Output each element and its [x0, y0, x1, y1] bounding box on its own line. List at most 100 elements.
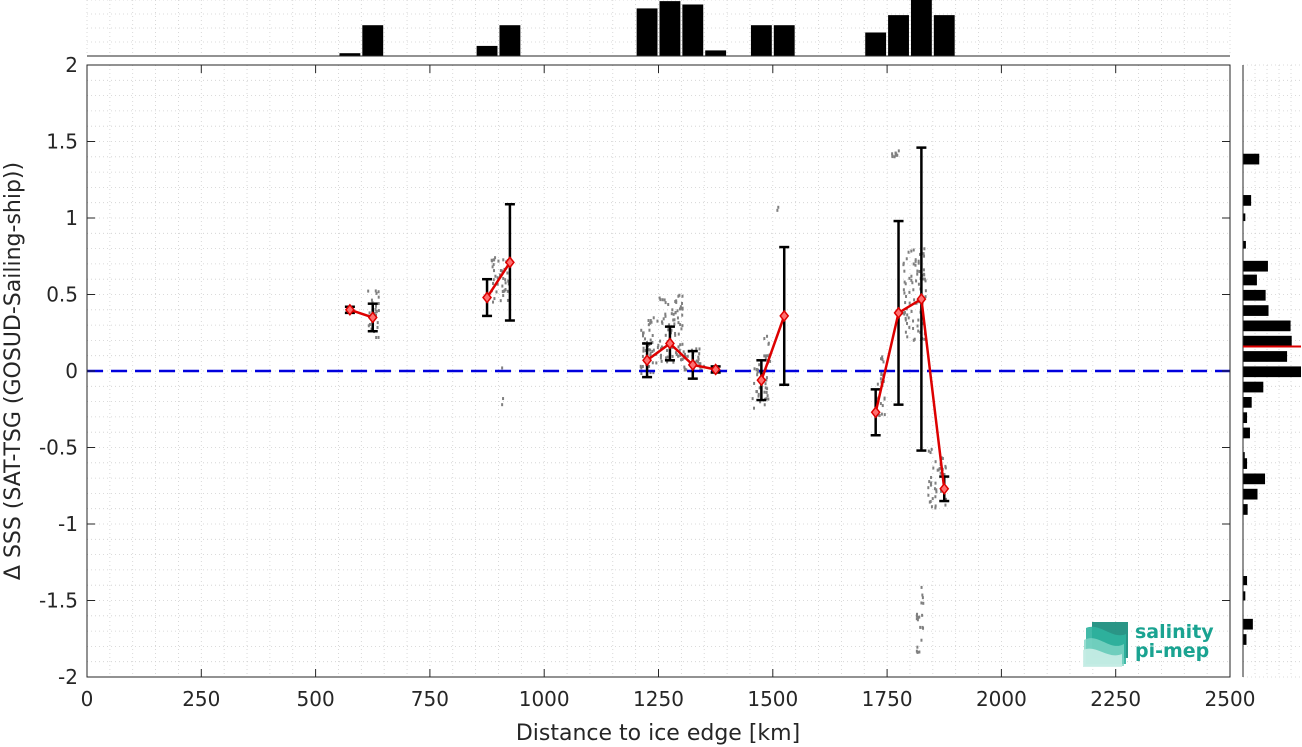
raw-point: [681, 313, 684, 317]
raw-point: [649, 353, 652, 357]
raw-point: [929, 451, 932, 455]
raw-point: [651, 361, 654, 365]
mean-line-segment: [874, 297, 946, 489]
raw-point: [903, 291, 906, 295]
raw-point: [877, 413, 880, 417]
raw-point: [642, 349, 645, 353]
main-plot: 0 250 500 750 1000 1250 1500 1750 2000 2250 2500 -…: [1, 53, 1255, 746]
raw-point: [499, 299, 502, 303]
raw-point: [766, 394, 769, 398]
right-histogram-bar: [1243, 335, 1292, 347]
raw-point: [502, 258, 505, 262]
raw-point: [914, 259, 917, 263]
mean-line-segment: [760, 315, 786, 381]
x-tick-label: 1500: [747, 687, 798, 711]
raw-point: [659, 356, 662, 360]
raw-point: [496, 276, 499, 280]
raw-point: [376, 321, 379, 325]
raw-point: [907, 316, 910, 320]
raw-point: [758, 386, 761, 390]
raw-point: [878, 414, 881, 418]
raw-point: [907, 250, 910, 254]
right-histogram: [1242, 64, 1301, 678]
raw-point: [756, 368, 759, 372]
raw-point: [879, 357, 882, 361]
raw-point: [914, 263, 917, 267]
raw-point: [655, 361, 658, 365]
raw-point: [679, 353, 682, 357]
raw-point: [912, 338, 915, 342]
raw-point: [674, 351, 677, 355]
raw-point: [919, 625, 922, 629]
raw-point: [753, 406, 756, 410]
right-histogram-bar: [1243, 618, 1253, 630]
x-axis-label: Distance to ice edge [km]: [516, 721, 800, 746]
raw-point: [910, 249, 913, 253]
raw-point: [501, 366, 504, 370]
raw-point: [922, 252, 925, 256]
raw-point: [649, 352, 652, 356]
raw-point: [374, 289, 377, 293]
raw-point: [756, 373, 759, 377]
raw-point: [930, 505, 933, 509]
raw-point: [916, 645, 919, 649]
raw-point: [908, 325, 911, 329]
raw-point: [935, 488, 938, 492]
right-histogram-bar: [1243, 240, 1246, 249]
raw-point: [902, 263, 905, 267]
raw-point: [651, 334, 654, 338]
raw-point: [763, 390, 766, 394]
raw-point: [916, 324, 919, 328]
raw-point: [680, 358, 683, 362]
top-histogram-bar: [888, 15, 909, 57]
y-tick-label: 1: [65, 206, 78, 230]
mean-marker: [870, 406, 881, 419]
raw-point: [684, 367, 687, 371]
raw-point: [903, 269, 906, 273]
raw-point: [671, 354, 674, 358]
raw-point: [697, 355, 700, 359]
raw-point: [647, 319, 650, 323]
raw-point: [934, 506, 937, 510]
raw-point: [664, 314, 667, 318]
raw-point: [377, 295, 380, 299]
raw-point: [776, 208, 779, 212]
raw-point: [673, 318, 676, 322]
raw-point: [922, 277, 925, 281]
right-histogram-bar: [1243, 452, 1245, 460]
x-axis: 0 250 500 750 1000 1250 1500 1750 2000 2250 2500: [81, 65, 1255, 711]
raw-point: [920, 585, 923, 589]
raw-point: [368, 311, 371, 315]
right-histogram-bar: [1243, 351, 1288, 362]
salinity-pi-mep-logo: salinity pi-mep: [1083, 621, 1214, 667]
right-histogram-grid: [1242, 64, 1301, 678]
raw-point: [922, 601, 925, 605]
raw-point: [697, 360, 700, 364]
top-histogram-bar: [910, 0, 932, 56]
raw-point: [656, 319, 659, 323]
mean-marker: [344, 303, 355, 317]
raw-point: [491, 265, 494, 269]
raw-point: [491, 259, 494, 263]
raw-point: [917, 616, 920, 620]
raw-point: [664, 301, 667, 305]
raw-point: [664, 312, 667, 316]
right-histogram-bar: [1243, 195, 1252, 206]
raw-point: [927, 493, 930, 497]
raw-point: [649, 338, 652, 342]
raw-point: [641, 334, 644, 338]
logo-wave-icon: [1083, 622, 1128, 667]
raw-point: [679, 343, 682, 347]
x-tick-label: 1750: [862, 687, 913, 711]
raw-point: [914, 258, 917, 262]
raw-point: [367, 289, 370, 293]
raw-point: [683, 352, 686, 356]
raw-point: [879, 402, 882, 406]
raw-point: [667, 302, 670, 306]
raw-point: [652, 371, 655, 375]
raw-point: [916, 269, 919, 273]
raw-point: [641, 331, 644, 335]
raw-point: [695, 347, 698, 351]
raw-point: [927, 486, 930, 490]
raw-point: [906, 313, 909, 317]
